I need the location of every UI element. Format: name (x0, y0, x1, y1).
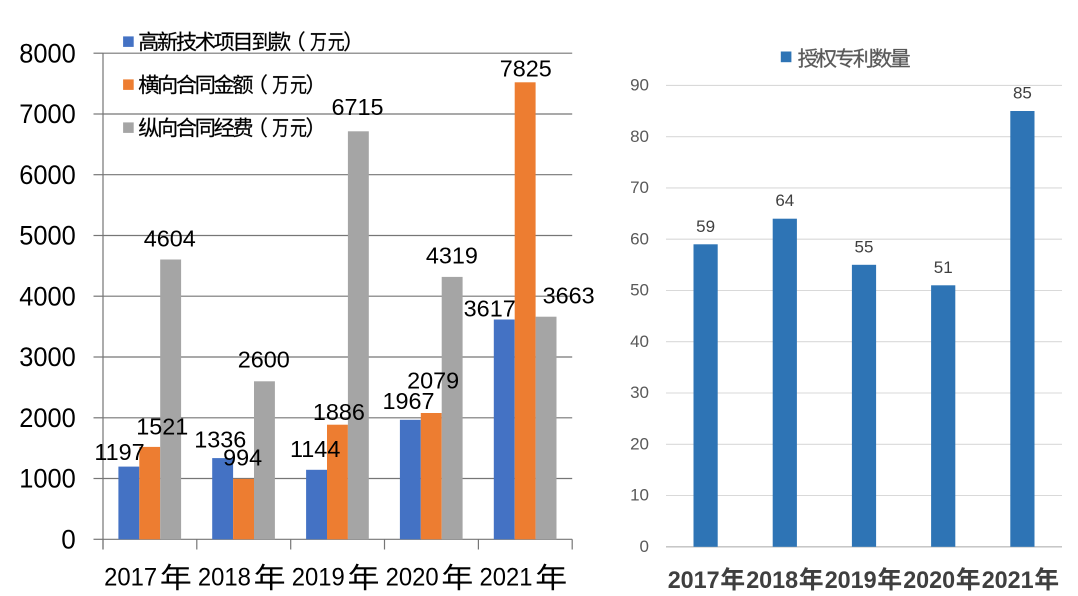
svg-text:2000: 2000 (19, 403, 76, 433)
svg-text:4000: 4000 (19, 281, 76, 311)
svg-text:1197: 1197 (94, 439, 144, 465)
svg-text:2021: 2021 (480, 564, 533, 591)
svg-text:2018: 2018 (746, 567, 798, 594)
svg-text:1967: 1967 (382, 388, 434, 414)
svg-text:2020: 2020 (903, 567, 955, 594)
svg-text:4604: 4604 (144, 225, 196, 251)
svg-text:5000: 5000 (19, 221, 76, 251)
svg-text:6000: 6000 (19, 160, 76, 190)
svg-text:8000: 8000 (19, 38, 76, 68)
svg-text:20: 20 (630, 434, 649, 453)
svg-text:64: 64 (775, 191, 794, 210)
svg-text:70: 70 (630, 178, 649, 197)
svg-text:1000: 1000 (19, 464, 76, 494)
svg-text:1521: 1521 (136, 414, 188, 440)
svg-text:2021: 2021 (982, 567, 1034, 594)
svg-text:3617: 3617 (464, 296, 516, 322)
svg-text:2018: 2018 (198, 564, 251, 591)
svg-text:994: 994 (223, 444, 262, 470)
svg-text:55: 55 (855, 237, 874, 256)
svg-text:10: 10 (630, 486, 649, 505)
svg-text:85: 85 (1013, 84, 1032, 103)
svg-text:51: 51 (934, 258, 953, 277)
svg-text:6715: 6715 (331, 94, 383, 120)
svg-text:7000: 7000 (19, 99, 76, 129)
svg-text:3663: 3663 (543, 282, 595, 308)
svg-text:0: 0 (61, 525, 76, 555)
svg-text:7825: 7825 (500, 56, 552, 82)
svg-text:2019: 2019 (292, 564, 345, 591)
svg-text:2600: 2600 (238, 347, 290, 373)
svg-text:60: 60 (630, 229, 649, 248)
svg-text:40: 40 (630, 332, 649, 351)
svg-text:59: 59 (696, 217, 715, 236)
svg-text:30: 30 (630, 383, 649, 402)
svg-text:2020: 2020 (386, 564, 439, 591)
svg-text:2017: 2017 (668, 567, 720, 594)
svg-text:2017: 2017 (104, 564, 157, 591)
svg-text:2079: 2079 (407, 368, 459, 394)
svg-text:4319: 4319 (426, 243, 478, 269)
svg-text:1886: 1886 (313, 399, 365, 425)
svg-text:90: 90 (630, 76, 649, 95)
svg-text:2019: 2019 (825, 567, 877, 594)
svg-text:1336: 1336 (194, 427, 246, 453)
svg-text:50: 50 (630, 281, 649, 300)
svg-text:0: 0 (640, 537, 649, 556)
svg-text:80: 80 (630, 127, 649, 146)
svg-text:1144: 1144 (290, 436, 340, 462)
svg-text:3000: 3000 (19, 342, 76, 372)
